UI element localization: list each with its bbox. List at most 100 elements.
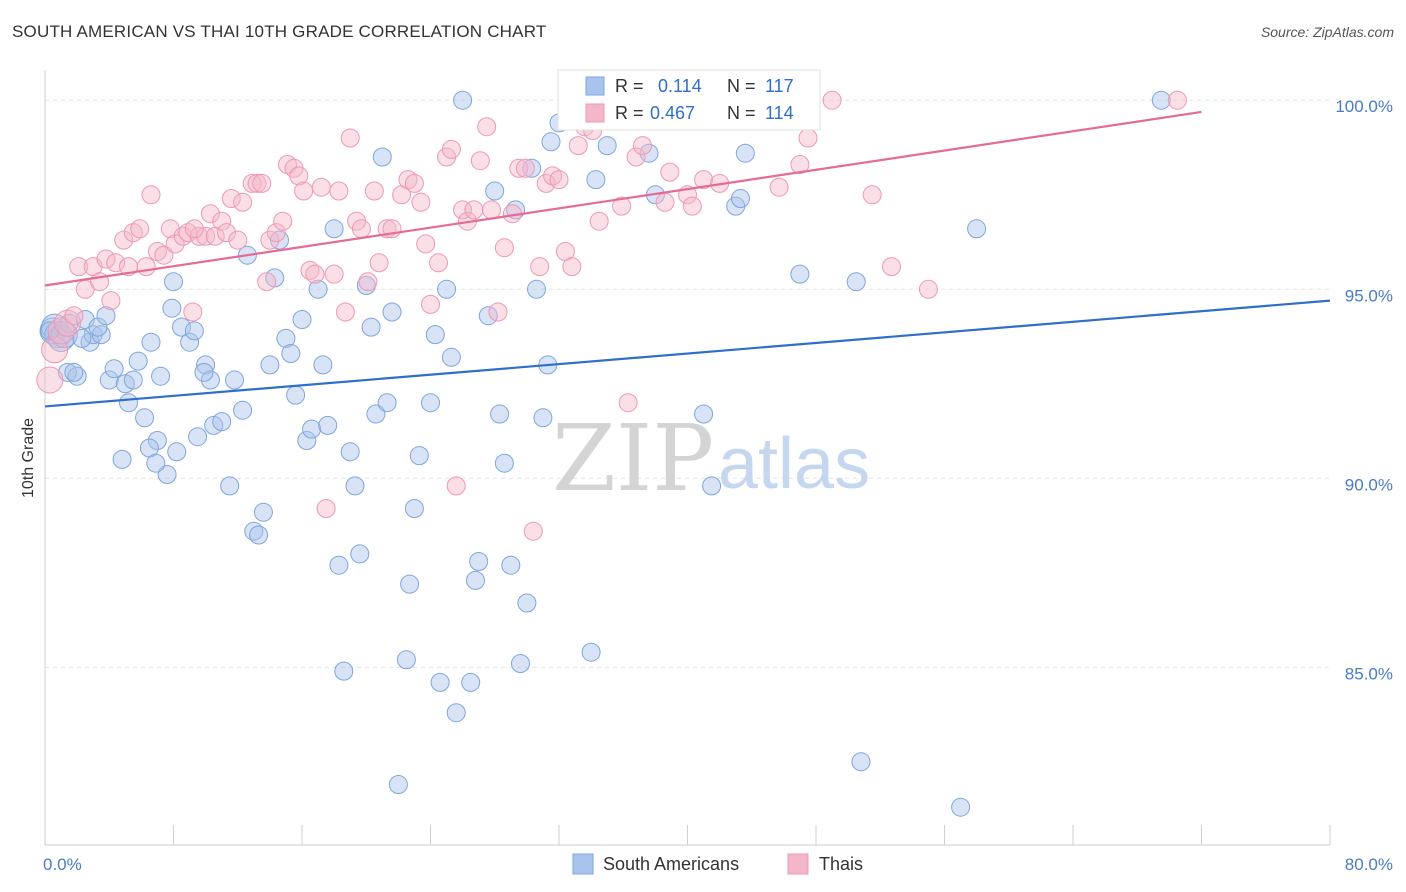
- scatter-point: [597, 136, 617, 156]
- scatter-point: [64, 306, 84, 326]
- scatter-point: [501, 555, 521, 575]
- scatter-point: [377, 393, 397, 413]
- scatter-point: [581, 642, 601, 662]
- scatter-point: [72, 328, 92, 348]
- watermark-zip: ZIP: [552, 405, 714, 512]
- scatter-point: [225, 370, 244, 390]
- scatter-point: [453, 90, 473, 110]
- scatter-point: [154, 245, 174, 265]
- scatter-point: [257, 272, 277, 292]
- scatter-point: [967, 219, 987, 239]
- scatter-point: [104, 359, 124, 379]
- source-label: Source: ZipAtlas.com: [1260, 24, 1394, 40]
- scatter-point: [411, 192, 431, 212]
- scatter-point: [536, 173, 556, 193]
- x-tick-label-max: 80.0%: [1345, 855, 1393, 874]
- scatter-point: [329, 181, 349, 201]
- scatter-point: [183, 302, 203, 322]
- legend-r-value-blue: 0.114: [658, 76, 702, 96]
- scatter-point: [533, 408, 553, 428]
- trend-line-south-americans: [44, 299, 1331, 408]
- scatter-point: [184, 321, 204, 341]
- scatter-point: [292, 310, 312, 329]
- scatter-point: [682, 196, 702, 216]
- scatter-point: [404, 173, 424, 193]
- scatter-point: [345, 476, 365, 496]
- scatter-point: [96, 249, 116, 269]
- scatter-point: [36, 366, 64, 394]
- legend-r-label-pink: R =: [615, 103, 644, 123]
- y-tick-label: 100.0%: [1335, 97, 1393, 116]
- scatter-point: [212, 412, 232, 432]
- scatter-point: [404, 499, 424, 518]
- scatter-point: [54, 309, 81, 337]
- scatter-point: [123, 370, 143, 390]
- scatter-point: [851, 752, 871, 772]
- legend-swatch-blue: [585, 76, 605, 96]
- scatter-point: [522, 158, 542, 178]
- scatter-point: [172, 317, 191, 337]
- scatter-point: [626, 147, 646, 167]
- y-tick-label: 95.0%: [1345, 286, 1393, 305]
- scatter-point: [233, 192, 253, 212]
- scatter-point: [517, 593, 537, 613]
- scatter-point: [470, 151, 490, 171]
- scatter-point: [212, 211, 232, 231]
- scatter-point: [694, 170, 714, 190]
- scatter-point: [543, 166, 563, 186]
- legend-bottom-swatch-thais: [787, 853, 809, 875]
- scatter-point: [96, 306, 116, 326]
- scatter-point: [221, 189, 241, 208]
- scatter-point: [200, 370, 220, 390]
- scatter-point: [364, 181, 384, 201]
- scatter-point: [99, 370, 119, 390]
- scatter-point: [318, 415, 338, 435]
- y-tick-labels: 85.0% 90.0% 95.0% 100.0%: [1335, 97, 1393, 683]
- scatter-point: [453, 200, 473, 220]
- scatter-point: [790, 155, 810, 174]
- scatter-point: [112, 449, 132, 469]
- scatter-point: [523, 521, 543, 541]
- y-tick-label: 90.0%: [1345, 475, 1393, 494]
- scatter-point: [136, 257, 156, 277]
- scatter-point: [660, 162, 680, 182]
- scatter-point: [286, 385, 306, 405]
- scatter-point: [228, 230, 248, 250]
- scatter-point: [478, 306, 498, 326]
- legend-n-value-blue: 117: [765, 76, 794, 96]
- scatter-point: [260, 355, 280, 375]
- scatter-point: [862, 185, 882, 205]
- legend-swatch-pink: [585, 103, 605, 123]
- scatter-point: [135, 408, 155, 428]
- scatter-point: [351, 219, 371, 239]
- scatter-point: [273, 211, 293, 231]
- scatter-point: [311, 177, 331, 197]
- scatter-point: [527, 279, 546, 299]
- scatter-point: [350, 544, 370, 564]
- scatter-point: [416, 234, 436, 254]
- legend-bottom-swatch-south-americans: [572, 853, 594, 875]
- scatter-point: [372, 147, 392, 167]
- scatter-point: [340, 128, 360, 148]
- scatter-point: [247, 173, 267, 193]
- scatter-point: [586, 170, 606, 190]
- scatter-point: [147, 242, 167, 261]
- scatter-point: [58, 362, 77, 382]
- scatter-point: [217, 223, 236, 243]
- scatter-point: [242, 173, 262, 193]
- scatter-point: [1151, 90, 1171, 110]
- scatter-point: [633, 136, 652, 156]
- scatter-point: [200, 204, 220, 224]
- scatter-point: [822, 90, 842, 110]
- legend-r-label-blue: R =: [615, 76, 644, 96]
- scatter-point: [464, 200, 484, 220]
- scatter-point: [128, 351, 148, 371]
- legend-bottom: South Americans Thais: [572, 853, 863, 875]
- scatter-point: [316, 499, 336, 518]
- scatter-point: [157, 465, 177, 484]
- scatter-point: [485, 181, 505, 201]
- scatter-point: [361, 317, 381, 337]
- scatter-point: [302, 419, 322, 439]
- scatter-point: [702, 476, 722, 496]
